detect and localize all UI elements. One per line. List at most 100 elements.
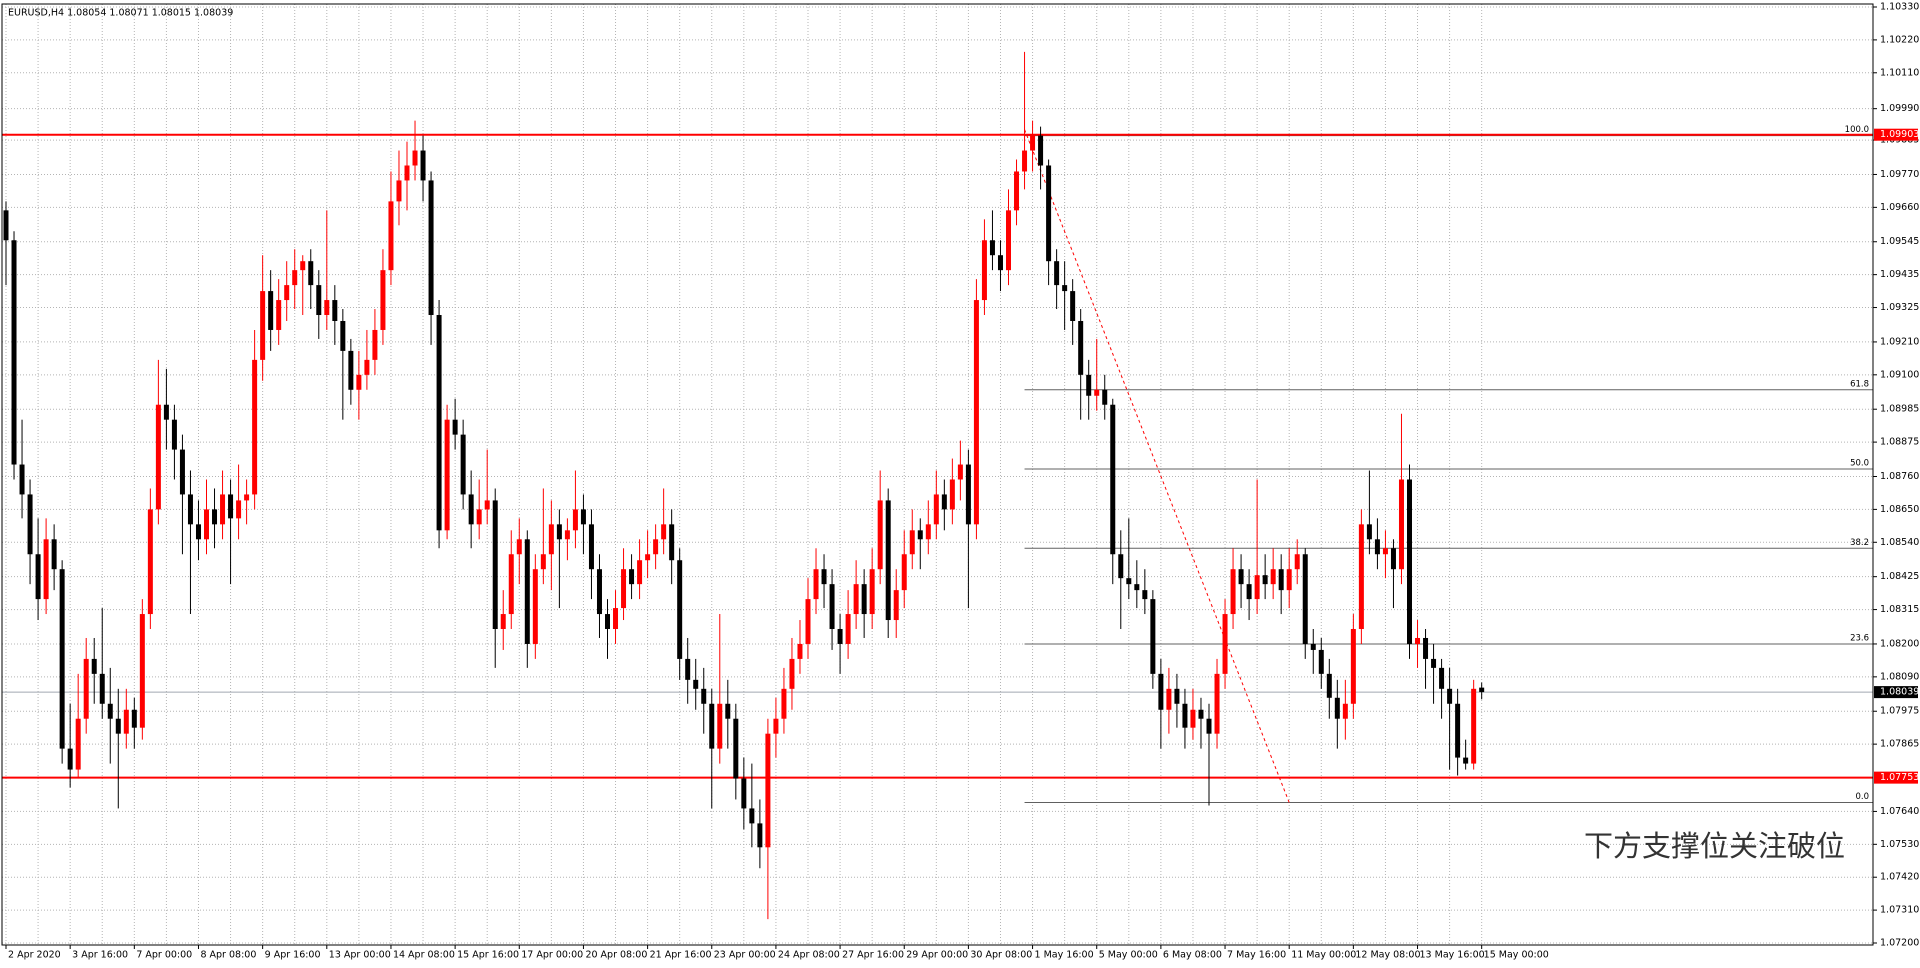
candle-body [204,509,209,540]
y-tick-label: 1.09210 [1880,336,1919,347]
candle-body [1390,548,1396,570]
candle-body [212,509,218,525]
candle-body [613,608,619,630]
candle-body [404,165,410,181]
candle-body [1374,539,1380,555]
candle-body [669,524,675,561]
trendline [1024,129,1290,803]
candle-body [1086,374,1092,396]
candle-body [452,419,458,435]
x-tick-label: 7 May 16:00 [1227,950,1286,961]
candle-body [1126,578,1132,585]
x-tick-label: 13 Apr 00:00 [329,950,391,961]
y-tick-label: 1.08760 [1880,471,1919,482]
candle-body [1439,667,1445,689]
axes: 1.103301.102201.101101.099901.098851.097… [5,2,1919,961]
candle-body [789,658,795,689]
candle-body [252,359,258,495]
x-tick-label: 24 Apr 08:00 [778,950,840,961]
candle-body [500,614,506,630]
candle-body [508,554,514,615]
y-tick-label: 1.07420 [1880,872,1919,883]
candle-body [276,300,282,330]
candle-body [187,494,193,525]
candle-body [765,733,771,848]
candle-body [781,688,787,719]
y-tick-label: 1.09435 [1880,269,1919,280]
y-tick-label: 1.07640 [1880,806,1919,817]
candle-body [3,210,9,241]
x-tick-label: 12 May 08:00 [1355,950,1420,961]
y-tick-label: 1.08315 [1880,604,1919,615]
candle-body [59,569,65,749]
candle-body [83,658,89,719]
candle-body [885,500,891,621]
candle-body [1014,171,1020,211]
y-tick-label: 1.09545 [1880,236,1919,247]
candle-body [797,643,803,659]
candle-body [139,614,145,728]
candle-body [741,778,747,809]
candle-body [893,590,899,621]
candle-body [244,494,250,501]
candle-body [1142,590,1148,600]
candle-body [1182,703,1188,728]
candle-body [973,300,979,525]
candle-body [51,539,57,570]
candle-body [372,329,378,360]
candle-body [749,808,755,824]
candle-body [1158,673,1164,710]
candle-body [1030,135,1036,151]
candle-body [540,554,546,570]
candle-body [179,449,185,495]
y-tick-label: 1.08540 [1880,537,1919,548]
candle-body [1415,637,1421,644]
candle-body [1407,479,1412,644]
candle-body [1310,643,1316,650]
x-tick-label: 9 Apr 16:00 [265,950,321,961]
candle-body [107,703,113,719]
candle-body [492,500,498,630]
candle-body [909,530,915,555]
x-tick-label: 23 Apr 00:00 [714,950,776,961]
candle-body [1398,479,1404,570]
candle-body [444,419,450,531]
candle-body [1254,575,1260,600]
x-tick-label: 15 May 00:00 [1484,950,1549,961]
candle-body [340,320,346,351]
candle-body [1278,569,1284,591]
candle-body [524,539,530,644]
y-tick-label: 1.07200 [1880,938,1919,949]
candle-body [1270,569,1276,585]
candle-body [1286,569,1292,591]
candle-body [260,291,266,360]
x-tick-label: 27 Apr 16:00 [842,950,904,961]
candle-body [564,530,570,540]
y-tick-label: 1.08200 [1880,638,1919,649]
candle-body [1431,658,1437,668]
candle-body [420,150,426,181]
y-tick-label: 1.07530 [1880,839,1919,850]
candle-body [292,270,298,286]
candle-body [837,629,843,644]
candle-body [220,494,226,525]
x-tick-label: 11 May 00:00 [1291,950,1356,961]
candle-body [877,500,883,570]
candle-body [605,614,610,630]
y-tick-label: 1.08090 [1880,671,1919,682]
candle-body [1134,584,1140,591]
candle-body [725,703,731,719]
y-tick-label: 1.07975 [1880,706,1919,717]
candle-body [653,539,659,555]
candle-body [332,300,338,321]
x-tick-label: 8 Apr 08:00 [200,950,256,961]
candle-body [75,718,81,770]
hline-label: 1.09903 [1880,129,1919,140]
candle-body [1479,687,1485,693]
x-tick-label: 1 May 16:00 [1035,950,1094,961]
candle-body [933,494,939,525]
y-tick-label: 1.08650 [1880,504,1919,515]
candle-body [1078,320,1084,375]
